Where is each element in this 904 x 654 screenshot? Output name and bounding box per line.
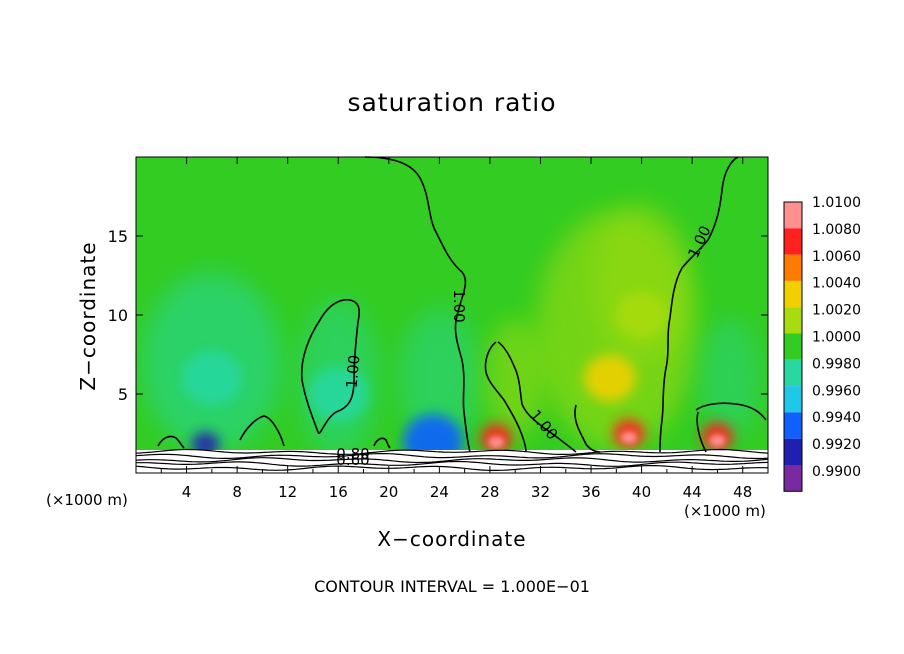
contour-line	[497, 341, 577, 453]
x-tick-label: 20	[379, 483, 398, 501]
x-axis-label: X−coordinate	[377, 527, 527, 551]
x-tick-label: 12	[278, 483, 297, 501]
colorbar-swatch	[784, 228, 802, 255]
x-tick-label: 48	[733, 483, 752, 501]
ground-contour	[136, 465, 768, 471]
x-axis: 4 8 12 16 20 24 28 32 36 40 44 48	[160, 157, 752, 501]
y-tick-label: 15	[108, 227, 128, 246]
field-min	[181, 351, 242, 406]
field-shading	[591, 203, 692, 364]
contour-line	[364, 156, 471, 453]
x-tick-label: 24	[430, 483, 449, 501]
x-unit-left: (×1000 m)	[46, 491, 128, 509]
x-tick-label: 16	[329, 483, 348, 501]
y-tick-label: 10	[108, 306, 128, 325]
y-tick-label: 5	[118, 385, 128, 404]
colorbar-swatch	[784, 359, 802, 387]
colorbar-swatch	[784, 202, 802, 229]
ground-contour	[136, 453, 768, 460]
x-tick-label: 32	[531, 483, 550, 501]
colorbar-frame	[783, 201, 803, 492]
colorbar: 1.0100 1.0080 1.0060 1.0040 1.0020 1.0000 0.99…	[783, 195, 861, 492]
field-shading	[399, 308, 480, 449]
colorbar-swatch	[784, 438, 802, 465]
contour-line	[696, 411, 707, 453]
ground-band	[136, 448, 768, 473]
colorbar-label: 0.9960	[812, 383, 861, 399]
colorbar-swatch	[784, 307, 802, 334]
ground-contour	[136, 448, 768, 455]
contour-line	[695, 402, 767, 421]
plot-area	[136, 157, 768, 473]
colorbar-swatch	[784, 254, 802, 281]
ground-contour	[136, 457, 768, 464]
colorbar-label: 1.0020	[812, 303, 861, 319]
colorbar-label: 0.9940	[812, 410, 861, 426]
colorbar-label: 1.0100	[812, 195, 861, 211]
x-tick-label: 4	[182, 483, 192, 501]
field-shading	[485, 318, 546, 439]
x-unit-right: (×1000 m)	[684, 502, 766, 520]
colorbar-label: 0.9920	[812, 437, 861, 453]
colorbar-label: 1.0040	[812, 276, 861, 292]
contour-line	[574, 404, 601, 453]
x-tick-label: 44	[683, 483, 702, 501]
x-tick-label: 40	[632, 483, 651, 501]
contour-line	[239, 415, 285, 447]
x-tick-label: 8	[232, 483, 242, 501]
chart-title: saturation ratio	[347, 88, 557, 117]
contour-label: 0.60	[336, 451, 369, 469]
contour-line	[373, 437, 391, 449]
contour-line	[157, 435, 185, 449]
colorbar-swatch	[784, 333, 802, 360]
contour-interval-note: CONTOUR INTERVAL = 1.000E−01	[314, 577, 590, 596]
contour-label: 0.80	[336, 445, 369, 463]
y-axis-label: Z−coordinate	[76, 241, 100, 391]
colorbar-label: 1.0060	[812, 249, 861, 265]
contour-label: 1.00	[450, 289, 468, 322]
contour-lines	[157, 156, 767, 453]
field-core	[620, 431, 637, 444]
colorbar-label: 0.9900	[812, 464, 861, 480]
field-shading	[700, 318, 761, 439]
contour-line	[484, 341, 527, 453]
colorbar-swatch	[784, 465, 802, 492]
colorbar-label: 1.0000	[812, 330, 861, 346]
colorbar-swatch	[784, 412, 802, 439]
field-core	[709, 434, 726, 447]
colorbar-label: 0.9980	[812, 356, 861, 372]
ground-contour	[136, 460, 768, 467]
contour-line	[300, 298, 361, 434]
colorbar-swatch	[784, 280, 802, 308]
contour-line	[659, 156, 739, 453]
field-max	[615, 291, 668, 339]
x-tick-label: 28	[480, 483, 499, 501]
field-max	[584, 354, 636, 402]
colorbar-swatch	[784, 386, 802, 413]
x-tick-label: 36	[581, 483, 600, 501]
y-axis: 5 10 15	[108, 227, 768, 404]
field-core	[488, 436, 505, 449]
colorbar-label: 1.0080	[812, 222, 861, 238]
field-anomalies	[141, 203, 761, 469]
contour-label: 1.00	[343, 354, 364, 389]
